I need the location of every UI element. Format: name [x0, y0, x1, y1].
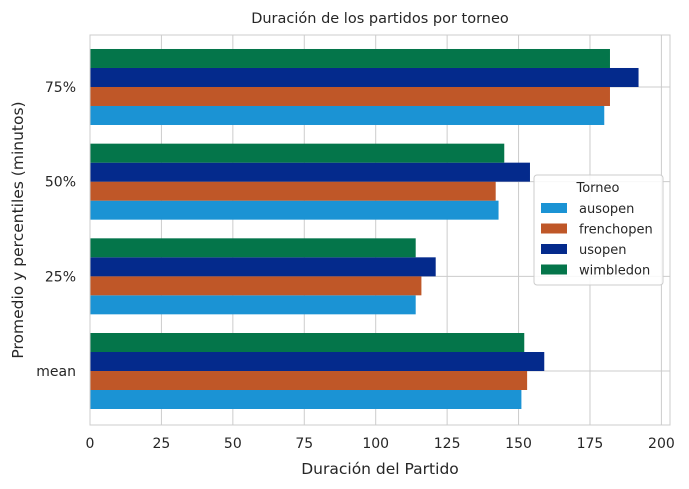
legend-label-usopen: usopen [579, 243, 626, 258]
x-tick-label: 50 [224, 436, 242, 452]
y-axis-label: Promedio y percentiles (minutos) [9, 101, 27, 358]
x-tick-label: 175 [577, 436, 604, 452]
bar-usopen-75% [90, 67, 639, 87]
legend-label-wimbledon: wimbledon [579, 264, 650, 279]
bar-frenchopen-75% [90, 86, 610, 106]
bar-wimbledon-25% [90, 238, 416, 258]
y-tick-labels: mean 25% 50% 75% [36, 80, 76, 380]
legend: Torneo ausopen frenchopen usopen wimbledon [533, 174, 664, 286]
bars [90, 48, 639, 409]
x-tick-label: 0 [86, 436, 95, 452]
bar-usopen-50% [90, 162, 530, 182]
x-tick-labels: 0 25 50 75 100 125 150 175 200 [86, 436, 675, 452]
bar-frenchopen-50% [90, 181, 496, 201]
bar-ausopen-25% [90, 295, 416, 315]
y-tick-label: 25% [45, 269, 76, 285]
x-tick-label: 200 [648, 436, 675, 452]
x-tick-label: 25 [153, 436, 171, 452]
x-axis-label: Duración del Partido [301, 460, 459, 478]
bar-frenchopen-25% [90, 276, 422, 296]
y-tick-label: 75% [45, 80, 76, 96]
legend-swatch-wimbledon [541, 264, 567, 275]
bar-wimbledon-mean [90, 333, 525, 352]
legend-title: Torneo [576, 181, 620, 196]
legend-label-ausopen: ausopen [579, 202, 634, 217]
legend-swatch-frenchopen [541, 223, 567, 234]
bar-ausopen-75% [90, 105, 605, 125]
x-tick-label: 100 [362, 436, 389, 452]
legend-swatch-usopen [541, 244, 567, 254]
plot-frame [89, 34, 671, 426]
x-tick-label: 150 [505, 436, 532, 452]
bar-usopen-25% [90, 257, 436, 277]
y-tick-label: 50% [45, 175, 76, 191]
legend-box [533, 174, 664, 286]
legend-swatch-ausopen [541, 203, 567, 213]
bar-wimbledon-50% [90, 143, 505, 163]
x-tick-label: 125 [434, 436, 461, 452]
bar-ausopen-50% [90, 200, 499, 220]
bar-wimbledon-75% [90, 48, 610, 68]
chart-title: Duración de los partidos por torneo [251, 11, 509, 27]
y-tick-label: mean [36, 364, 76, 380]
bar-frenchopen-mean [90, 371, 528, 390]
bar-usopen-mean [90, 352, 545, 371]
x-tick-label: 75 [295, 436, 313, 452]
bar-ausopen-mean [90, 390, 522, 409]
legend-label-frenchopen: frenchopen [579, 223, 653, 238]
